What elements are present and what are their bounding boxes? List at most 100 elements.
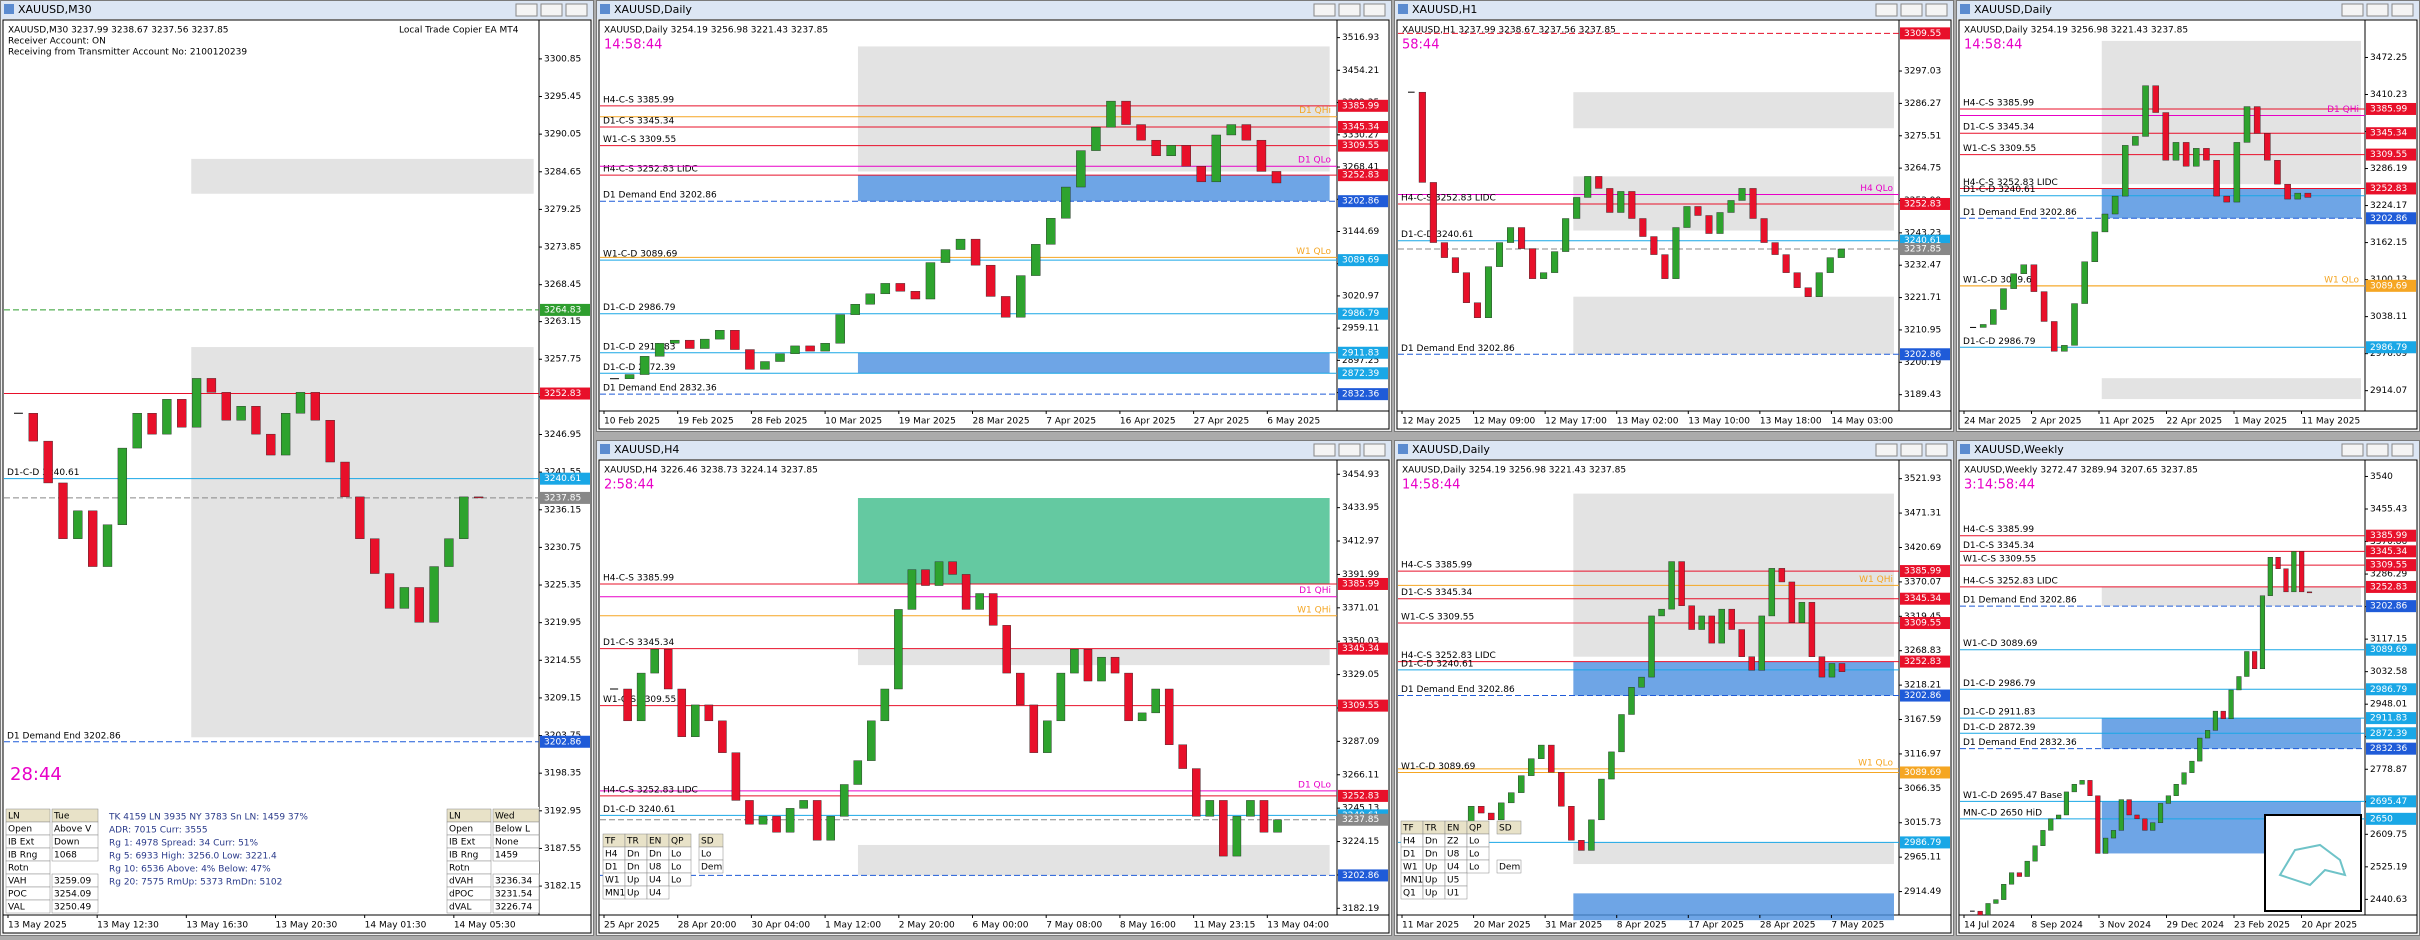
zone (1573, 893, 1894, 921)
candle (1598, 778, 1605, 821)
minimize-button[interactable] (1875, 3, 1898, 17)
price-tag (1338, 699, 1388, 712)
candle (867, 720, 876, 761)
maximize-button[interactable] (1338, 3, 1361, 17)
tf-table-cell (1496, 859, 1522, 874)
candle (295, 392, 306, 414)
y-tick-label: 3232.47 (1904, 261, 1941, 271)
candle (2243, 106, 2251, 143)
timer: 14:58:44 (1964, 38, 2022, 53)
x-tick-label: 23 Feb 2025 (2234, 921, 2290, 931)
tf-table-text: Lo (1469, 850, 1480, 860)
maximize-button[interactable] (2366, 443, 2389, 457)
level-note: W1 QLo (2324, 275, 2359, 285)
tf-table-text: Lo (671, 850, 682, 860)
candle (280, 413, 291, 456)
candle (1226, 124, 1237, 136)
candle (1808, 602, 1816, 657)
close-button[interactable] (1363, 443, 1386, 457)
price-tag (2366, 580, 2416, 593)
y-tick-label: 3218.21 (1904, 681, 1941, 691)
close-button[interactable] (2391, 443, 2414, 457)
minimize-button[interactable] (1313, 443, 1336, 457)
candle (1782, 254, 1790, 273)
price-tag-label: 2872.39 (1342, 369, 1379, 379)
stats-line: ADR: 7015 Curr: 3555 (109, 826, 208, 836)
candle (2001, 884, 2007, 900)
chart-header: XAUUSD,Daily 3254.19 3256.98 3221.43 323… (1964, 26, 2188, 36)
candle (624, 374, 635, 379)
minimize-button[interactable] (2341, 3, 2364, 17)
maximize-button[interactable] (540, 3, 563, 17)
maximize-button[interactable] (1900, 443, 1923, 457)
x-tick-label: 7 May 08:00 (1046, 921, 1102, 931)
tf-table-text: QP (1469, 824, 1482, 834)
minimize-button[interactable] (2341, 443, 2364, 457)
minimize-button[interactable] (515, 3, 538, 17)
close-button[interactable] (1363, 3, 1386, 17)
candle (1548, 744, 1555, 773)
close-button[interactable] (2391, 3, 2414, 17)
minimize-button[interactable] (1875, 443, 1898, 457)
candle (1211, 134, 1222, 183)
price-tag (1900, 197, 1950, 210)
candle (221, 392, 231, 421)
x-tick-label: 24 Mar 2025 (1964, 417, 2021, 427)
maximize-button[interactable] (2366, 3, 2389, 17)
close-button[interactable] (1925, 443, 1948, 457)
x-tick-label: 29 Dec 2024 (2167, 921, 2225, 931)
candle (1639, 218, 1647, 237)
session-table-text: dVAH (449, 877, 473, 887)
candle (2275, 557, 2281, 569)
price-tag (1900, 592, 1950, 605)
price-tag (2366, 683, 2416, 696)
y-tick-label: 3455.43 (2370, 504, 2407, 514)
tf-table-text: TR (1424, 824, 1437, 834)
close-button[interactable] (565, 3, 588, 17)
y-tick-label: 3330.27 (1342, 130, 1379, 140)
price-tag-label: 3385.99 (2370, 531, 2407, 541)
price-tag (1900, 243, 1950, 256)
candle (775, 353, 785, 362)
close-button[interactable] (1925, 3, 1948, 17)
candle (73, 510, 83, 539)
zone (1573, 493, 1894, 657)
price-tag-label: 3202.86 (544, 737, 581, 747)
zone (857, 175, 1330, 202)
price-tag-label: 3237.85 (1342, 815, 1379, 825)
maximize-button[interactable] (1900, 3, 1923, 17)
y-tick-label: 3412.97 (1342, 537, 1379, 547)
title-bar (1957, 441, 2419, 459)
candle (1538, 744, 1545, 759)
candle (1728, 608, 1735, 630)
candle (2050, 321, 2058, 352)
level-label: D1-C-S 3345.34 (603, 638, 675, 648)
x-tick-label: 13 May 18:00 (1760, 417, 1822, 427)
candle (1688, 605, 1695, 630)
tf-table-text: Lo (1469, 863, 1480, 873)
candle (1771, 242, 1779, 255)
stats-line: Rg 1: 4978 Spread: 34 Curr: 51% (109, 839, 259, 849)
maximize-button[interactable] (1338, 443, 1361, 457)
level-label: W1-C-S 3309.55 (1963, 144, 2036, 154)
x-tick-label: 19 Mar 2025 (899, 417, 956, 427)
price-tag-label: 3252.83 (2370, 184, 2407, 194)
candle (940, 249, 951, 263)
candle (2299, 551, 2305, 593)
x-tick-label: 13 May 12:30 (97, 921, 159, 931)
candle (459, 496, 469, 539)
price-tag-label: 3345.34 (1342, 122, 1379, 132)
x-tick-label: 25 Apr 2025 (604, 921, 660, 931)
candle (1495, 242, 1504, 267)
candle (2172, 142, 2180, 161)
y-tick-label: 3189.43 (1904, 390, 1941, 400)
candle (934, 561, 944, 586)
x-tick-label: 10 Mar 2025 (825, 417, 882, 427)
session-table-text: None (495, 838, 519, 848)
minimize-button[interactable] (1313, 3, 1336, 17)
candle (745, 349, 755, 370)
zone (857, 352, 1330, 374)
tf-table-cell (646, 885, 670, 900)
level-label: D1-C-D 3240.61 (603, 805, 675, 815)
price-tag-label: 3252.83 (2370, 582, 2407, 592)
